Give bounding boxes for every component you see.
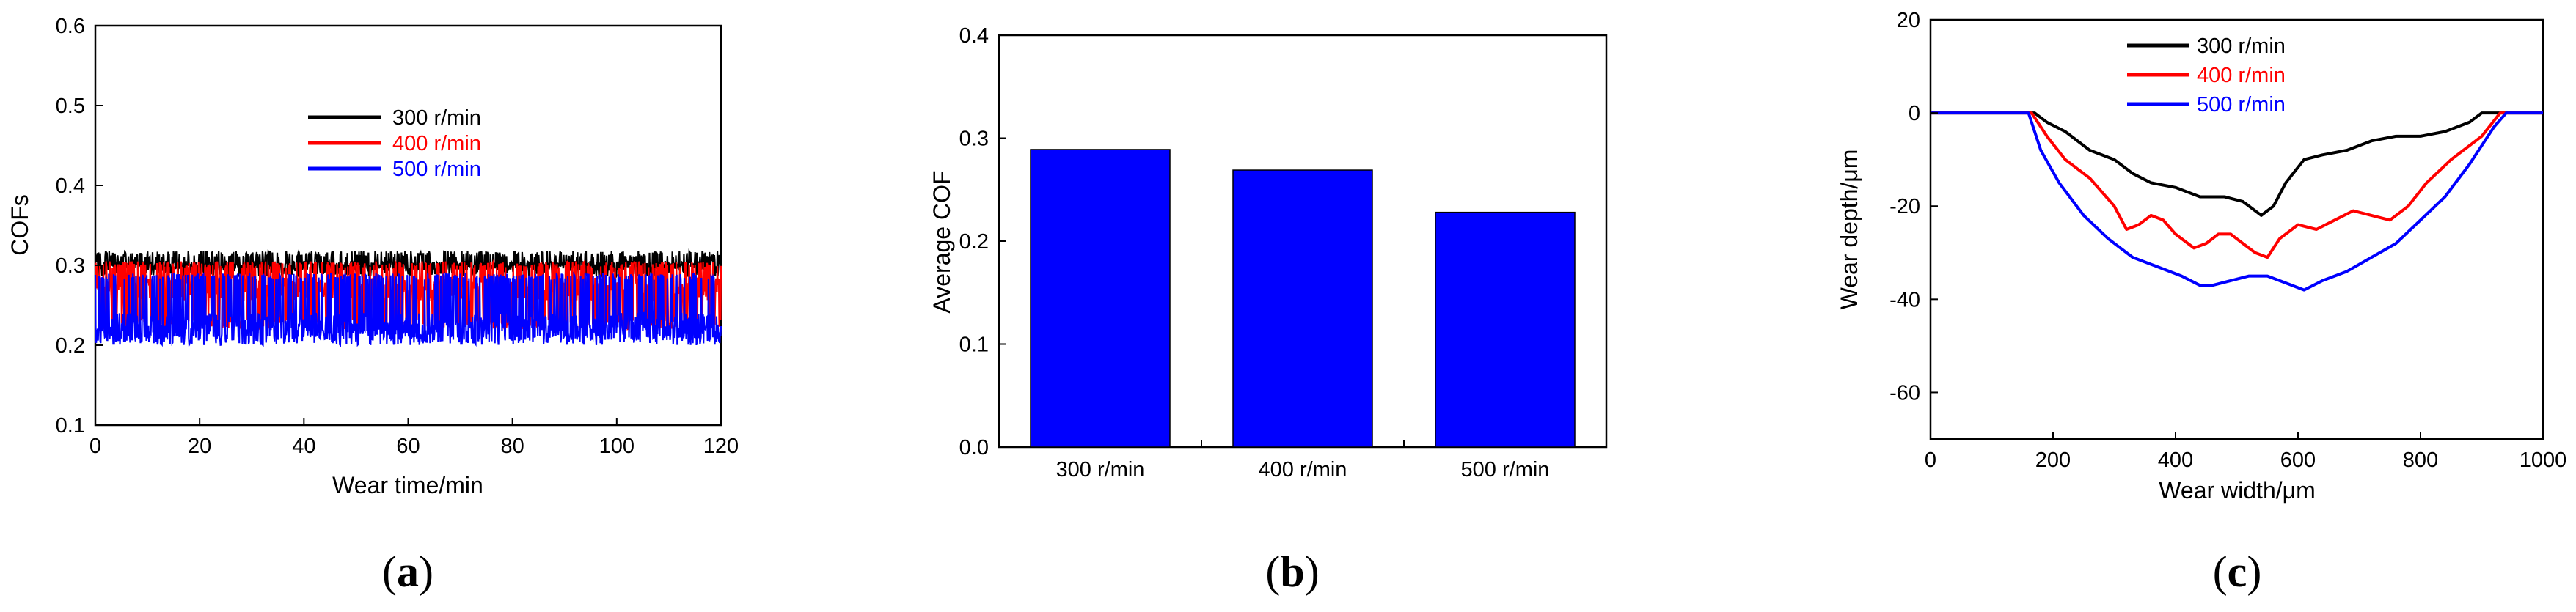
panel-label-b: (b) xyxy=(1265,548,1319,596)
chart-a-ticks: 0 20 40 60 80 100 120 0.1 0.2 0.3 0.4 0.5 0.6 xyxy=(56,15,739,458)
chart-a-xlabel: Wear time/min xyxy=(332,472,483,498)
chart-c-ytick-label: -60 xyxy=(1889,381,1920,405)
chart-c-ytick-label: -20 xyxy=(1889,195,1920,218)
chart-a-ytick-label: 0.5 xyxy=(56,95,85,118)
chart-c-xtick-label: 400 xyxy=(2158,449,2193,472)
chart-a-series-300-r-min xyxy=(94,248,722,281)
chart-b-bars xyxy=(1030,149,1576,448)
chart-a-xtick-label: 80 xyxy=(501,435,524,458)
chart-a-ytick-label: 0.3 xyxy=(56,254,85,278)
chart-a-xtick-label: 60 xyxy=(396,435,420,458)
chart-a-xtick-label: 0 xyxy=(89,435,101,458)
chart-c-legend-label: 500 r/min xyxy=(2197,93,2286,117)
chart-c-ytick-label: 0 xyxy=(1909,102,1920,125)
panel-label-c: (c) xyxy=(2213,548,2262,596)
chart-c-ylabel: Wear depth/μm xyxy=(1836,150,1862,310)
chart-b-xtick-label: 400 r/min xyxy=(1259,458,1347,482)
chart-c-ytick-label: 20 xyxy=(1897,9,1920,32)
chart-c-series-300-r-min xyxy=(1931,111,2543,217)
chart-a-xtick-label: 120 xyxy=(703,435,739,458)
chart-a-legend-label: 400 r/min xyxy=(392,132,481,155)
chart-c-series-group xyxy=(1931,111,2543,292)
chart-a-series-group xyxy=(94,248,722,348)
chart-a-legend-label: 500 r/min xyxy=(392,158,481,181)
chart-c-plot-frame xyxy=(1929,18,2544,440)
chart-a-xtick-label: 100 xyxy=(599,435,634,458)
panel-label-a: (a) xyxy=(382,548,433,596)
chart-c-xlabel: Wear width/μm xyxy=(2159,477,2315,504)
chart-c-series-500-r-min xyxy=(1931,111,2543,292)
chart-c-xtick-label: 800 xyxy=(2403,449,2438,472)
chart-c-ytick-label: -40 xyxy=(1889,288,1920,311)
chart-c-xtick-label: 200 xyxy=(2035,449,2071,472)
chart-c-xtick-label: 0 xyxy=(1925,449,1936,472)
chart-a-ytick-label: 0.6 xyxy=(56,15,85,38)
chart-a-ytick-label: 0.1 xyxy=(56,414,85,438)
chart-b-ytick-label: 0.0 xyxy=(959,436,989,460)
chart-b-ticks: 0.0 0.1 0.2 0.3 0.4 300 r/min 400 r/min 500 r/m… xyxy=(959,24,1550,482)
chart-c-xtick-label: 600 xyxy=(2280,449,2316,472)
chart-b-bar-400-r-min xyxy=(1232,169,1373,448)
chart-c-xtick-label: 1000 xyxy=(2520,449,2567,472)
chart-c-legend-label: 400 r/min xyxy=(2197,64,2286,87)
chart-a-ytick-label: 0.4 xyxy=(56,174,85,198)
chart-a-ylabel: COFs xyxy=(7,194,33,256)
chart-c-legend-label: 300 r/min xyxy=(2197,34,2286,58)
chart-b-ytick-label: 0.3 xyxy=(959,128,989,151)
chart-b-bar-300-r-min xyxy=(1030,149,1171,448)
chart-b-bar-500-r-min xyxy=(1435,211,1576,448)
chart-c-series-400-r-min xyxy=(1931,111,2543,259)
chart-a-ytick-label: 0.2 xyxy=(56,334,85,358)
chart-a-plot-frame xyxy=(94,24,722,427)
chart-b-ytick-label: 0.2 xyxy=(959,230,989,254)
chart-b-ytick-label: 0.1 xyxy=(959,333,989,357)
chart-b: 0.0 0.1 0.2 0.3 0.4 300 r/min 400 r/min 500 r/m… xyxy=(929,24,1608,482)
chart-b-ytick-label: 0.4 xyxy=(959,24,989,48)
chart-a-xtick-label: 40 xyxy=(292,435,315,458)
chart-a-series-500-r-min xyxy=(94,271,722,348)
chart-b-xtick-label: 300 r/min xyxy=(1056,458,1145,482)
chart-c-legend: 300 r/min 400 r/min 500 r/min xyxy=(2127,34,2286,117)
chart-b-ylabel: Average COF xyxy=(929,170,955,313)
chart-a-xtick-label: 20 xyxy=(188,435,211,458)
chart-a-legend-label: 300 r/min xyxy=(392,106,481,130)
chart-b-xtick-label: 500 r/min xyxy=(1461,458,1550,482)
chart-a: 0 20 40 60 80 100 120 0.1 0.2 0.3 0.4 0.5 0.6 Wear t… xyxy=(7,15,739,498)
